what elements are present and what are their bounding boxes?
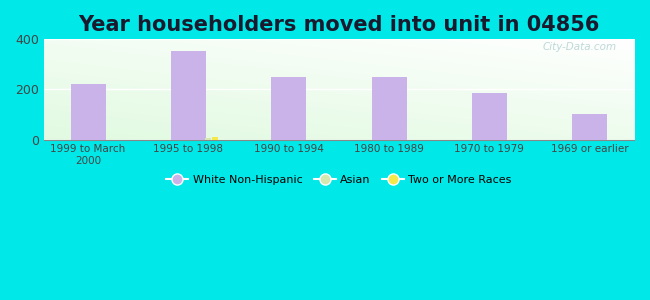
Bar — [271, 77, 306, 140]
Legend: White Non-Hispanic, Asian, Two or More Races: White Non-Hispanic, Asian, Two or More R… — [162, 170, 516, 189]
Bar — [472, 93, 507, 140]
Bar — [572, 115, 607, 140]
Title: Year householders moved into unit in 04856: Year householders moved into unit in 048… — [78, 15, 599, 35]
Bar — [71, 84, 106, 140]
Bar — [205, 137, 211, 140]
Bar — [171, 51, 206, 140]
Text: City-Data.com: City-Data.com — [542, 42, 616, 52]
Bar — [212, 137, 218, 140]
Bar — [372, 77, 407, 140]
